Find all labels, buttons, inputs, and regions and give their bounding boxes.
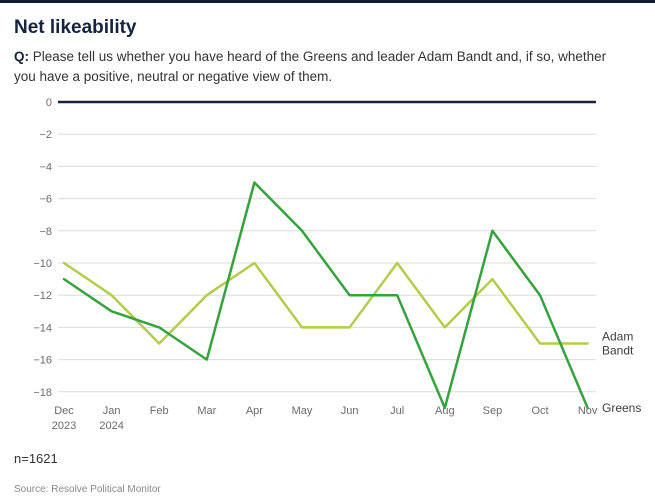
series-label-adam-bandt: Bandt [602, 344, 634, 358]
y-tick-label: −10 [33, 258, 52, 270]
x-tick-sublabel: 2023 [52, 420, 76, 432]
source-note: Source: Resolve Political Monitor [14, 484, 161, 496]
sample-size: n=1621 [14, 451, 58, 467]
y-tick-label: −4 [39, 162, 52, 174]
y-tick-label: −12 [33, 290, 52, 302]
y-tick-label: −18 [33, 387, 52, 399]
y-tick-label: −16 [33, 355, 52, 367]
question-body: Please tell us whether you have heard of… [14, 49, 607, 84]
y-tick-label: −8 [39, 226, 52, 238]
series-line-greens [62, 181, 589, 410]
x-tick-label: Mar [197, 405, 216, 417]
series-line-adam-bandt [62, 261, 589, 345]
x-tick-sublabel: 2024 [99, 420, 123, 432]
page-title: Net likeability [14, 17, 137, 38]
x-tick-label: Feb [150, 405, 169, 417]
y-tick-label: −2 [39, 129, 52, 141]
question-text: Q: Please tell us whether you have heard… [14, 47, 614, 86]
x-tick-label: Sep [483, 405, 503, 417]
x-tick-label: Dec [54, 405, 74, 417]
chart-area: 0 −2 −4 −6 −8 −10 −12 −14 −16 −18 Dec 2023 Jan 2024 Fe… [12, 92, 643, 447]
x-tick-label: Oct [531, 405, 548, 417]
x-tick-label: Aug [435, 405, 455, 417]
x-tick-label: Apr [246, 405, 263, 417]
x-tick-label: Jun [341, 405, 359, 417]
x-tick-label: Nov [578, 405, 598, 417]
y-tick-label: −6 [39, 194, 52, 206]
series-label-adam-bandt: Adam [602, 330, 633, 344]
x-tick-label: May [292, 405, 313, 417]
x-tick-label: Jul [390, 405, 404, 417]
y-tick-label: −14 [33, 323, 52, 335]
y-tick-label: 0 [46, 97, 52, 109]
x-tick-label: Jan [103, 405, 121, 417]
question-prefix: Q: [14, 49, 29, 64]
series-label-greens: Greens [602, 401, 641, 415]
